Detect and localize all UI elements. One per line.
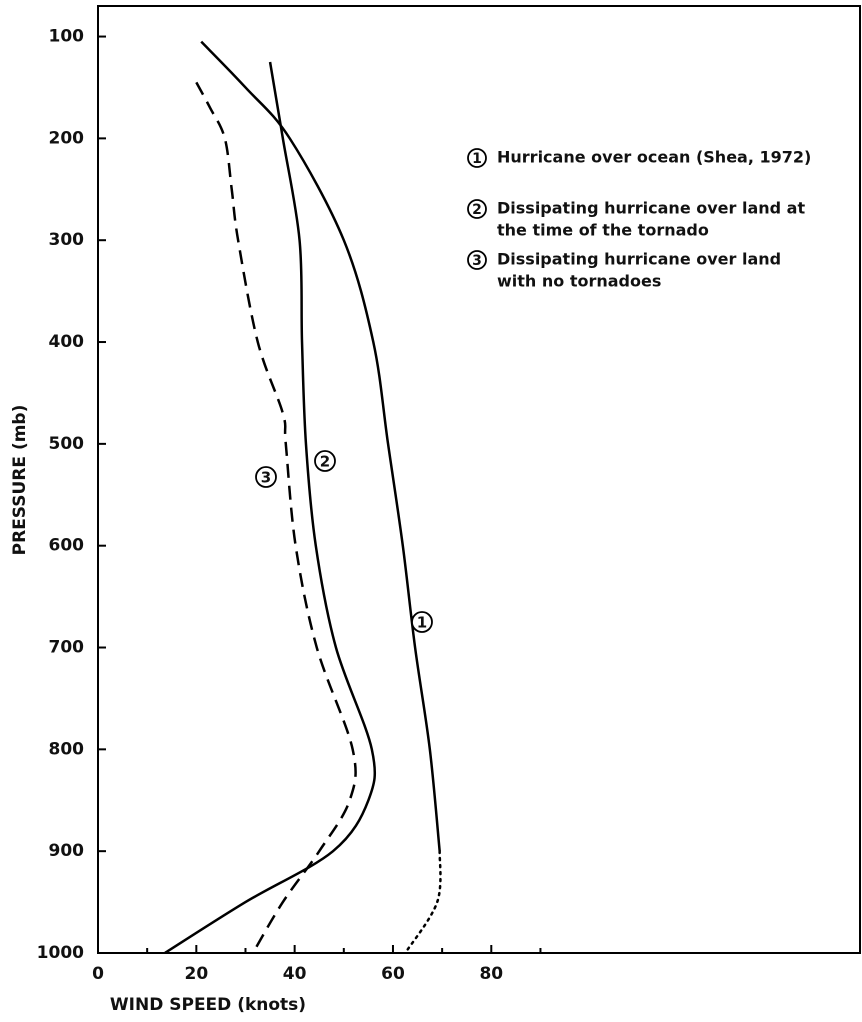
legend-text: Hurricane over ocean (Shea, 1972) — [497, 148, 811, 167]
plot-frame — [97, 5, 861, 954]
x-tick-label: 80 — [479, 964, 503, 984]
y-tick-label: 400 — [49, 332, 85, 352]
y-tick-label: 600 — [49, 536, 85, 556]
y-tick-label: 500 — [49, 434, 85, 454]
legend-circle — [467, 199, 487, 219]
series-line — [200, 40, 441, 852]
legend-number: 1 — [472, 151, 482, 167]
legend-circle — [467, 148, 487, 168]
y-tick-label: 1000 — [37, 943, 84, 963]
series-line — [404, 849, 442, 955]
series-marker-label: 3 — [261, 469, 271, 487]
y-tick-label: 200 — [49, 128, 85, 148]
y-tick-label: 700 — [49, 638, 85, 658]
series-line — [164, 61, 377, 955]
y-tick-label: 300 — [49, 230, 85, 250]
series-marker-circle — [411, 611, 433, 633]
legend-text: the time of the tornado — [497, 221, 709, 240]
legend-number: 3 — [472, 253, 482, 269]
legend-text: with no tornadoes — [497, 272, 661, 291]
y-tick-label: 100 — [49, 27, 85, 47]
x-tick-label: 20 — [184, 964, 208, 984]
y-tick-label: 900 — [49, 841, 85, 861]
x-axis-label: WIND SPEED (knots) — [110, 995, 306, 1015]
series-marker-circle — [255, 466, 277, 488]
legend-number: 2 — [472, 202, 482, 218]
legend-text: Dissipating hurricane over land at — [497, 199, 805, 218]
y-tick-label: 800 — [49, 739, 85, 759]
x-tick-label: 60 — [381, 964, 405, 984]
x-tick-label: 0 — [92, 964, 104, 984]
series-marker-label: 1 — [417, 614, 427, 632]
y-axis-label: PRESSURE (mb) — [10, 405, 30, 556]
series-marker-label: 2 — [320, 453, 330, 471]
legend-circle — [467, 250, 487, 270]
series-line — [195, 81, 357, 954]
legend-text: Dissipating hurricane over land — [497, 250, 781, 269]
x-tick-label: 40 — [283, 964, 307, 984]
series-marker-circle — [314, 450, 336, 472]
